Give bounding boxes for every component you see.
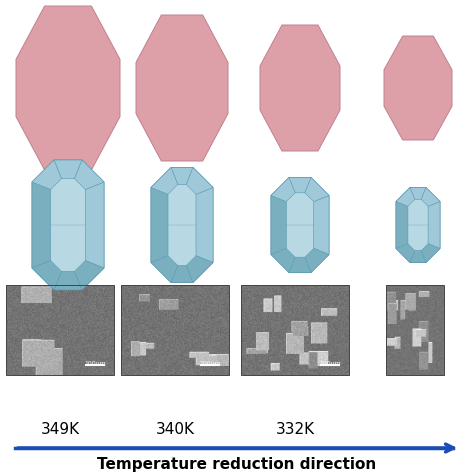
Polygon shape: [396, 201, 408, 248]
Polygon shape: [32, 182, 51, 268]
Polygon shape: [16, 6, 120, 170]
Text: 100μm: 100μm: [199, 361, 221, 366]
Polygon shape: [151, 255, 178, 283]
Polygon shape: [271, 248, 295, 273]
Polygon shape: [305, 177, 329, 201]
Polygon shape: [32, 261, 62, 290]
Bar: [6, 285, 114, 375]
Polygon shape: [136, 15, 228, 161]
Polygon shape: [186, 255, 213, 283]
Polygon shape: [271, 195, 286, 255]
Polygon shape: [151, 167, 213, 283]
Polygon shape: [54, 160, 82, 179]
Polygon shape: [428, 201, 440, 248]
Polygon shape: [186, 167, 213, 194]
Polygon shape: [54, 271, 82, 290]
Polygon shape: [74, 160, 104, 190]
Polygon shape: [305, 248, 329, 273]
Text: 100μm: 100μm: [319, 361, 341, 366]
Polygon shape: [396, 188, 415, 206]
Polygon shape: [74, 261, 104, 290]
Bar: [241, 285, 349, 375]
Polygon shape: [32, 160, 104, 290]
Polygon shape: [289, 177, 311, 193]
Text: 340K: 340K: [155, 422, 194, 438]
Polygon shape: [271, 177, 295, 201]
Polygon shape: [410, 251, 426, 263]
Text: 349K: 349K: [40, 422, 80, 438]
Text: Temperature reduction direction: Temperature reduction direction: [97, 457, 377, 473]
Polygon shape: [196, 188, 213, 263]
Text: 332K: 332K: [275, 422, 315, 438]
Polygon shape: [171, 167, 193, 184]
Polygon shape: [384, 36, 452, 140]
Polygon shape: [421, 188, 440, 206]
Polygon shape: [410, 188, 426, 200]
Polygon shape: [32, 160, 62, 190]
Polygon shape: [271, 177, 329, 273]
Polygon shape: [260, 25, 340, 151]
Bar: [386, 285, 444, 375]
Bar: [121, 285, 229, 375]
Polygon shape: [396, 244, 415, 263]
Text: 100μm: 100μm: [84, 361, 106, 366]
Polygon shape: [396, 188, 440, 263]
Polygon shape: [421, 244, 440, 263]
Polygon shape: [151, 188, 168, 263]
Polygon shape: [171, 265, 193, 283]
Polygon shape: [151, 167, 178, 194]
Polygon shape: [289, 257, 311, 273]
Polygon shape: [314, 195, 329, 255]
Polygon shape: [85, 182, 104, 268]
